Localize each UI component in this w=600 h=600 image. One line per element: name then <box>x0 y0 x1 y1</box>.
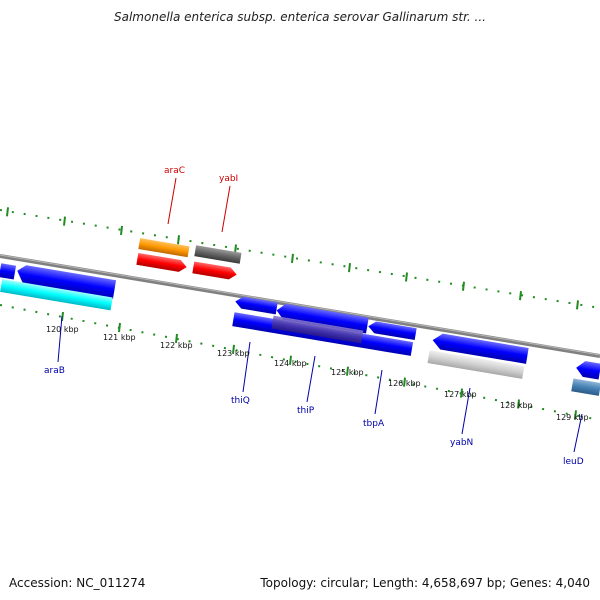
gene-feature-lightgray[interactable] <box>427 350 525 379</box>
gene-label-yabi[interactable]: yabI <box>219 174 238 184</box>
tick-label: 123 kbp <box>217 349 250 358</box>
gene-feature-steel[interactable] <box>571 378 600 396</box>
outer-major-tick <box>120 225 123 236</box>
genome-title: Salmonella enterica subsp. enterica sero… <box>114 10 486 24</box>
tick-label: 129 kbp <box>556 413 589 422</box>
inner-major-tick <box>289 355 292 365</box>
gene-feature-gray[interactable] <box>194 245 242 264</box>
gene-arrow-blue-yabn[interactable] <box>431 332 529 364</box>
tick-label: 122 kbp <box>160 341 193 350</box>
tick-label: 127 kbp <box>444 390 477 399</box>
genome-backbone-highlight <box>0 254 600 356</box>
tick-label: 121 kbp <box>103 333 136 342</box>
genome-backbone <box>0 254 600 358</box>
gene-label-arac[interactable]: araC <box>164 166 185 176</box>
reverse-strand-genes <box>0 263 600 396</box>
inner-major-tick <box>118 322 121 333</box>
tick-label: 125 kbp <box>331 368 364 377</box>
tick-label: 128 kbp <box>500 401 533 410</box>
gene-arrow-blue-thiq[interactable] <box>234 296 278 315</box>
inner-major-tick <box>346 366 349 376</box>
gene-label-arab[interactable]: araB <box>44 366 65 376</box>
tick-label: 124 kbp <box>274 359 307 368</box>
outer-major-tick <box>576 300 579 310</box>
gene-label-yabn[interactable]: yabN <box>450 438 473 448</box>
inner-major-tick <box>460 388 463 398</box>
gene-label-leaders <box>57 177 583 453</box>
tick-label: 120 kbp <box>46 325 79 334</box>
forward-strand-genes <box>136 238 242 280</box>
gene-feature-orange[interactable] <box>138 238 190 258</box>
gene-arrow-blue-thip[interactable] <box>275 303 369 334</box>
outer-major-tick <box>348 263 351 273</box>
outer-major-tick <box>291 253 294 263</box>
inner-major-tick <box>574 410 577 420</box>
gene-arrow-blue-arab[interactable] <box>15 264 117 299</box>
outer-major-tick <box>63 216 66 226</box>
outer-major-tick <box>6 207 9 217</box>
gene-label-leud[interactable]: leuD <box>563 457 584 467</box>
tick-labels: 120 kbp 121 kbp 122 kbp 123 kbp 124 kbp … <box>46 325 589 422</box>
inner-major-tick <box>517 399 520 409</box>
gene-arrow-blue-tbpa[interactable] <box>367 320 417 341</box>
inner-major-tick <box>175 333 178 344</box>
genome-summary-text: Topology: circular; Length: 4,658,697 bp… <box>260 576 590 590</box>
outer-major-tick <box>519 290 522 301</box>
outer-major-tick <box>405 272 408 282</box>
gene-arrow-red-1[interactable] <box>136 252 187 273</box>
gene-label-thiq[interactable]: thiQ <box>231 396 250 406</box>
gene-arrow-blue-leud[interactable] <box>575 360 600 380</box>
gene-arrow-red-2[interactable] <box>192 261 237 280</box>
accession-text: Accession: NC_011274 <box>9 576 146 590</box>
inner-major-tick <box>232 344 235 354</box>
gene-arrow-blue-edge[interactable] <box>0 263 17 280</box>
outer-major-tick <box>462 281 465 291</box>
inner-major-tick <box>403 377 406 387</box>
outer-major-tick <box>177 235 180 245</box>
tick-label: 126 kbp <box>388 379 421 388</box>
gene-label-tbpa[interactable]: tbpA <box>363 419 385 429</box>
gene-label-thip[interactable]: thiP <box>297 406 315 416</box>
gene-feature-purple[interactable] <box>271 315 364 344</box>
gene-feature-cyan[interactable] <box>0 279 113 311</box>
gene-labels: araC yabI araB thiQ thiP tbpA yabN leuD <box>44 166 584 467</box>
